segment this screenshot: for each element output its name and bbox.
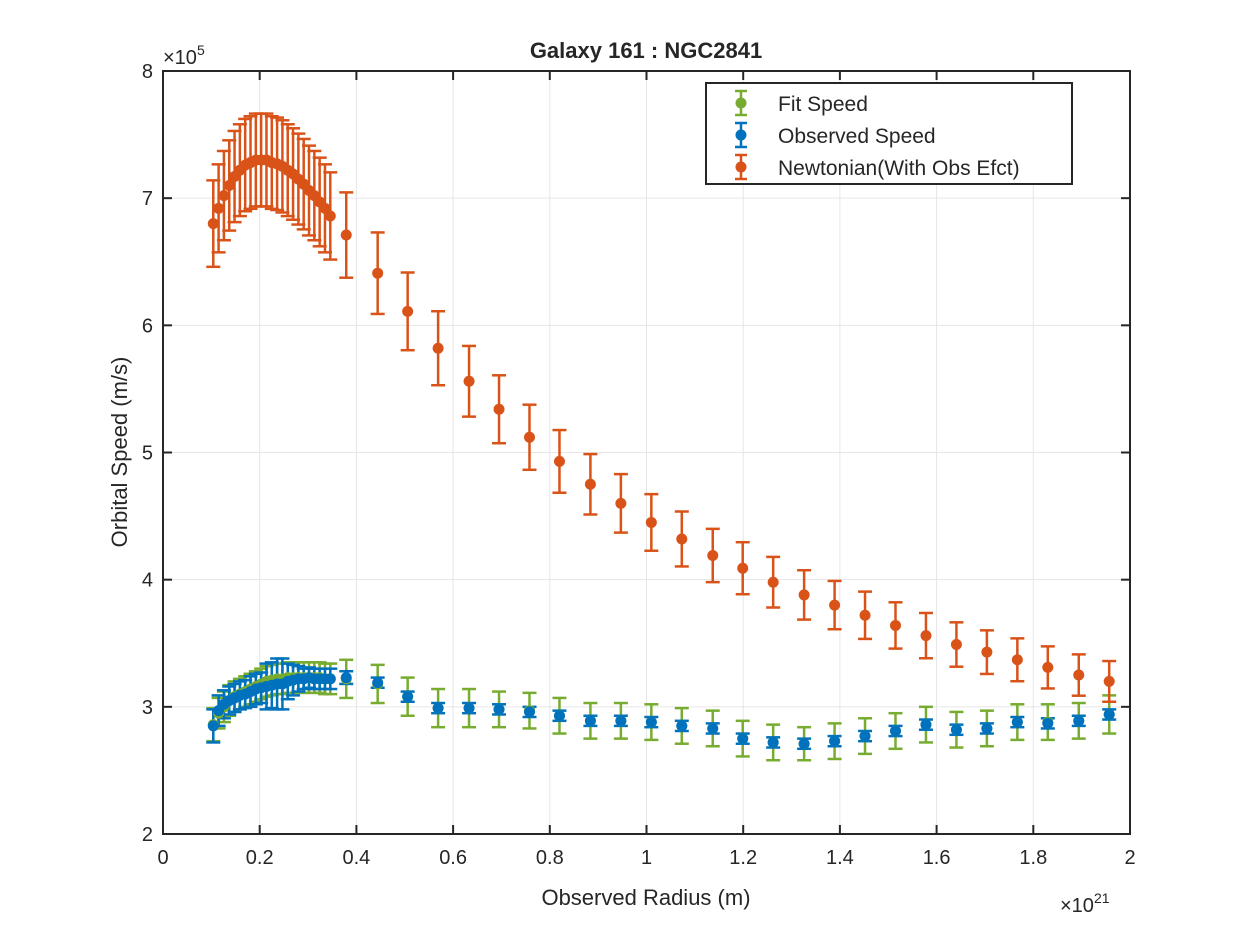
newtonian-with-obs-efct-point — [523, 431, 535, 443]
x-tick-label: 0.6 — [439, 847, 467, 869]
newtonian-with-obs-efct-point — [324, 210, 336, 222]
chart-title: Galaxy 161 : NGC2841 — [530, 38, 762, 63]
newtonian-with-obs-efct-point — [372, 267, 384, 279]
legend-marker-dot — [735, 129, 747, 141]
legend: Fit Speed Observed Speed Newtonian(With Ob… — [705, 82, 1073, 185]
observed-speed-point — [707, 722, 719, 734]
data-points — [207, 154, 1115, 750]
y-tick-label: 2 — [142, 824, 153, 846]
observed-speed-point — [950, 724, 962, 736]
observed-speed-point — [981, 722, 993, 734]
y-tick-label: 7 — [142, 188, 153, 210]
observed-speed-point — [432, 702, 444, 714]
observed-speed-point — [372, 677, 384, 689]
y-tick-label: 5 — [142, 443, 153, 465]
newtonian-with-obs-efct-point — [432, 342, 444, 354]
newtonian-with-obs-efct-point — [767, 576, 779, 588]
x-tick-label: 1.4 — [826, 847, 854, 869]
newtonian-with-obs-efct-point — [737, 562, 749, 574]
legend-marker-dot — [735, 161, 747, 173]
observed-speed-point — [1042, 717, 1054, 729]
newtonian-with-obs-efct-point — [223, 179, 235, 191]
observed-speed-point — [920, 719, 932, 731]
newtonian-with-obs-efct-point — [319, 202, 331, 214]
observed-speed-point — [767, 736, 779, 748]
x-tick-label: 2 — [1124, 847, 1135, 869]
observed-speed-point — [1103, 708, 1115, 720]
observed-speed-point — [615, 715, 627, 727]
newtonian-with-obs-efct-point — [584, 478, 596, 490]
newtonian-with-obs-efct-point — [493, 403, 505, 415]
observed-speed-point — [676, 720, 688, 732]
newtonian-with-obs-efct-point — [707, 550, 719, 562]
observed-speed-point — [402, 691, 414, 703]
newtonian-with-obs-efct-point — [1103, 675, 1115, 687]
observed-speed-point — [340, 672, 352, 684]
observed-speed-point — [645, 716, 657, 728]
legend-label: Observed Speed — [778, 125, 936, 148]
axis-ticks: 0 0.2 0.4 0.6 0.8 1 1.2 1.4 1.6 1.8 2 2 3 4 5 6 7 8 — [142, 61, 1136, 869]
newtonian-with-obs-efct-point — [950, 639, 962, 651]
legend-item-newtonian-with-obs-efct: Newtonian(With Obs Efct) — [735, 153, 1020, 181]
x-tick-label: 1.8 — [1019, 847, 1047, 869]
observed-speed-point — [1073, 715, 1085, 727]
observed-speed-point — [859, 730, 871, 742]
x-axis-label: Observed Radius (m) — [541, 885, 750, 910]
legend-marker-dot — [735, 97, 747, 109]
newtonian-with-obs-efct-point — [463, 375, 475, 387]
newtonian-with-obs-efct-point — [553, 455, 565, 467]
legend-item-observed-speed: Observed Speed — [735, 121, 936, 149]
y-tick-label: 8 — [142, 61, 153, 83]
svg-text:×1021: ×1021 — [1060, 890, 1110, 917]
observed-speed-point — [553, 710, 565, 722]
y-tick-label: 6 — [142, 315, 153, 337]
x-tick-label: 0 — [157, 847, 168, 869]
legend-box — [705, 82, 1073, 185]
x-tick-label: 1 — [641, 847, 652, 869]
newtonian-with-obs-efct-point — [676, 533, 688, 545]
x-tick-label: 0.8 — [536, 847, 564, 869]
newtonian-with-obs-efct-point — [1073, 669, 1085, 681]
newtonian-with-obs-efct-point — [402, 305, 414, 317]
observed-speed-point — [463, 702, 475, 714]
x-tick-label: 1.2 — [729, 847, 757, 869]
observed-speed-point — [584, 715, 596, 727]
newtonian-with-obs-efct-point — [981, 646, 993, 658]
newtonian-with-obs-efct-point — [340, 229, 352, 241]
y-tick-label: 4 — [142, 570, 153, 592]
observed-speed-point — [324, 673, 336, 685]
newtonian-with-obs-efct-point — [890, 619, 902, 631]
y-axis-label: Orbital Speed (m/s) — [107, 357, 132, 548]
newtonian-with-obs-efct-point — [645, 516, 657, 528]
y-exponent-label: ×105 — [163, 42, 205, 69]
legend-item-fit-speed: Fit Speed — [735, 89, 868, 117]
newtonian-with-obs-efct-point — [1011, 654, 1023, 666]
observed-speed-point — [493, 703, 505, 715]
observed-speed-point — [829, 735, 841, 747]
newtonian-with-obs-efct-point — [207, 218, 219, 230]
newtonian-with-obs-efct-point — [615, 497, 627, 509]
x-exponent-label: ×1021 — [1060, 890, 1110, 917]
x-tick-label: 1.6 — [923, 847, 951, 869]
newtonian-with-obs-efct-point — [859, 609, 871, 621]
x-tick-label: 0.2 — [246, 847, 274, 869]
newtonian-with-obs-efct-point — [1042, 661, 1054, 673]
newtonian-with-obs-efct-point — [798, 589, 810, 601]
observed-speed-point — [207, 720, 219, 732]
legend-label: Fit Speed — [778, 93, 868, 116]
x-tick-label: 0.4 — [342, 847, 370, 869]
legend-label: Newtonian(With Obs Efct) — [778, 157, 1020, 180]
observed-speed-point — [737, 733, 749, 745]
observed-speed-point — [798, 738, 810, 750]
observed-speed-point — [890, 725, 902, 737]
newtonian-with-obs-efct-point — [213, 202, 225, 214]
y-tick-label: 3 — [142, 697, 153, 719]
svg-text:×105: ×105 — [163, 42, 205, 69]
observed-speed-point — [523, 706, 535, 718]
newtonian-with-obs-efct-point — [920, 630, 932, 642]
observed-speed-point — [1011, 716, 1023, 728]
newtonian-with-obs-efct-point — [218, 190, 230, 202]
newtonian-with-obs-efct-point — [829, 599, 841, 611]
